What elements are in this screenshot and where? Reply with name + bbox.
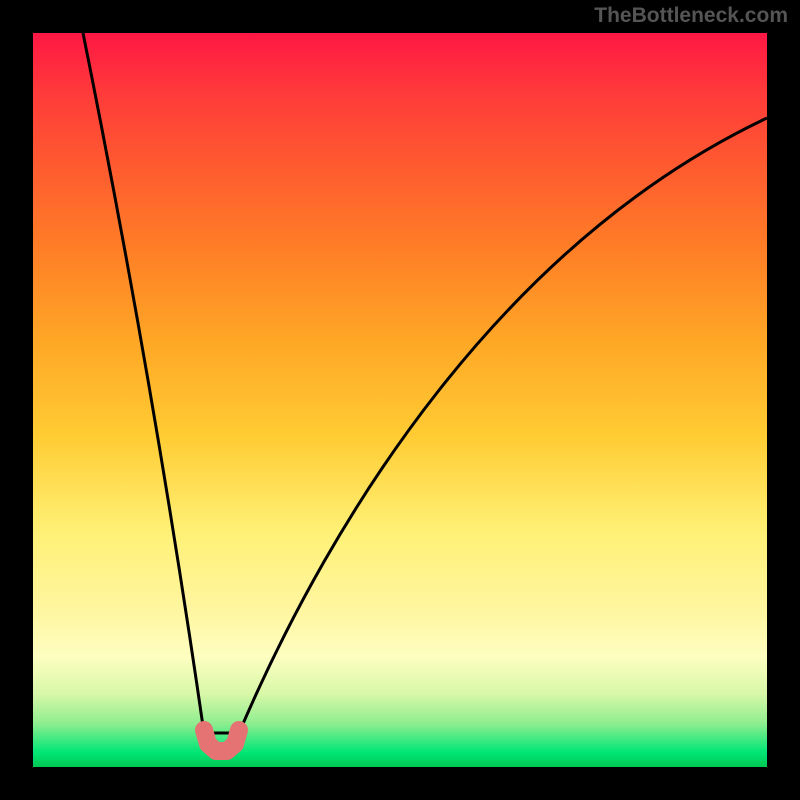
- curve-layer: [33, 33, 767, 767]
- chart-frame: TheBottleneck.com: [0, 0, 800, 800]
- watermark-text: TheBottleneck.com: [594, 4, 788, 28]
- bottleneck-curve: [83, 33, 767, 733]
- plot-area: [33, 33, 767, 767]
